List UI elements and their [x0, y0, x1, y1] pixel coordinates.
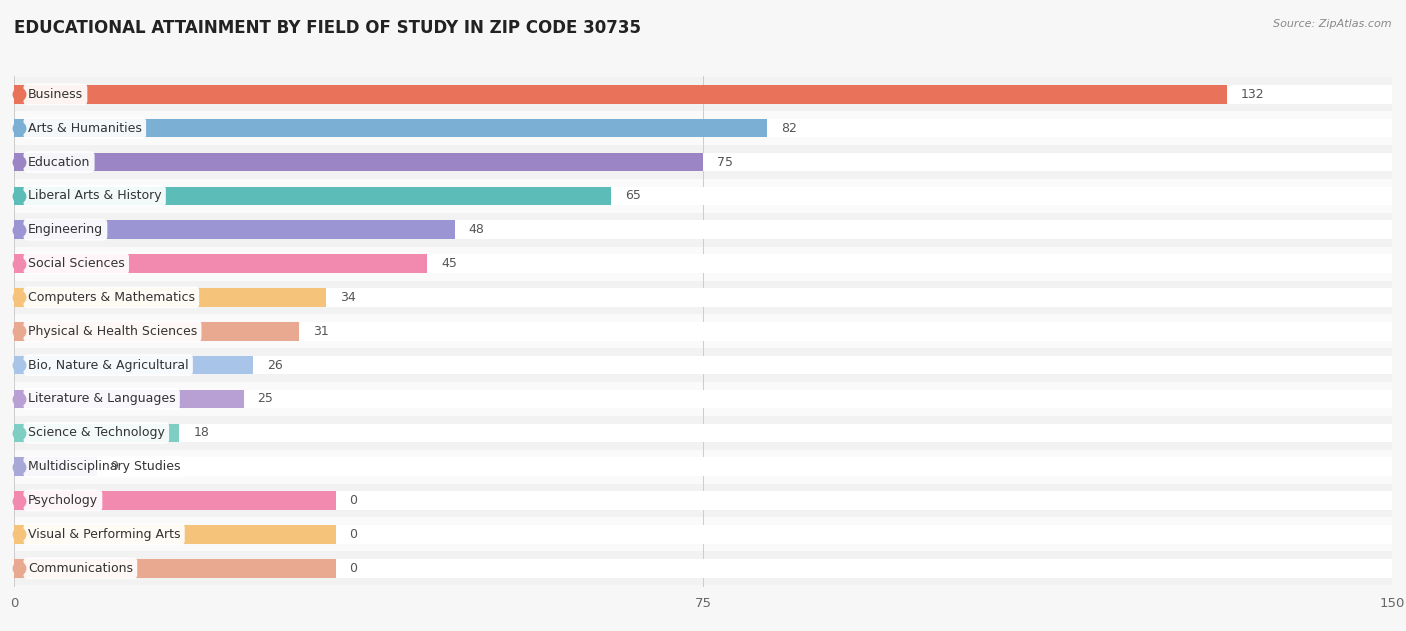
Bar — [14, 288, 326, 307]
Text: 18: 18 — [193, 427, 209, 439]
Bar — [14, 559, 336, 577]
Text: 31: 31 — [312, 325, 329, 338]
Text: Psychology: Psychology — [28, 494, 98, 507]
Text: 48: 48 — [468, 223, 485, 236]
Text: Visual & Performing Arts: Visual & Performing Arts — [28, 528, 180, 541]
Bar — [14, 314, 1392, 348]
Bar — [14, 281, 1392, 314]
Text: 9: 9 — [111, 460, 118, 473]
Text: Bio, Nature & Agricultural: Bio, Nature & Agricultural — [28, 358, 188, 372]
Bar — [14, 179, 1392, 213]
Bar — [14, 153, 1392, 172]
Text: 0: 0 — [349, 528, 357, 541]
Text: Education: Education — [28, 155, 90, 168]
Bar — [14, 457, 97, 476]
Bar — [14, 85, 1392, 103]
Text: Social Sciences: Social Sciences — [28, 257, 125, 270]
Text: Liberal Arts & History: Liberal Arts & History — [28, 189, 162, 203]
Bar — [14, 111, 1392, 145]
Bar — [14, 423, 180, 442]
Text: 132: 132 — [1240, 88, 1264, 101]
Bar — [14, 517, 1392, 551]
Bar — [14, 213, 1392, 247]
Text: Source: ZipAtlas.com: Source: ZipAtlas.com — [1274, 19, 1392, 29]
Bar — [14, 423, 1392, 442]
Bar — [14, 187, 1392, 205]
Text: Communications: Communications — [28, 562, 132, 575]
Bar — [14, 457, 1392, 476]
Text: Multidisciplinary Studies: Multidisciplinary Studies — [28, 460, 180, 473]
Bar — [14, 491, 1392, 510]
Bar — [14, 491, 336, 510]
Bar — [14, 322, 1392, 341]
Text: Business: Business — [28, 88, 83, 101]
Text: Literature & Languages: Literature & Languages — [28, 392, 176, 406]
Bar — [14, 220, 1392, 239]
Bar — [14, 525, 336, 544]
Bar — [14, 288, 1392, 307]
Text: 45: 45 — [441, 257, 457, 270]
Bar — [14, 119, 768, 138]
Bar — [14, 322, 299, 341]
Bar — [14, 348, 1392, 382]
Bar — [14, 356, 253, 374]
Bar — [14, 382, 1392, 416]
Text: 82: 82 — [782, 122, 797, 134]
Text: Arts & Humanities: Arts & Humanities — [28, 122, 142, 134]
Bar — [14, 525, 1392, 544]
Bar — [14, 145, 1392, 179]
Text: Engineering: Engineering — [28, 223, 103, 236]
Bar — [14, 220, 456, 239]
Text: 0: 0 — [349, 494, 357, 507]
Bar — [14, 254, 427, 273]
Text: Science & Technology: Science & Technology — [28, 427, 165, 439]
Bar — [14, 450, 1392, 483]
Text: 65: 65 — [624, 189, 641, 203]
Text: 26: 26 — [267, 358, 283, 372]
Bar — [14, 551, 1392, 585]
Text: Computers & Mathematics: Computers & Mathematics — [28, 291, 195, 304]
Bar — [14, 559, 1392, 577]
Text: 34: 34 — [340, 291, 356, 304]
Text: 0: 0 — [349, 562, 357, 575]
Text: EDUCATIONAL ATTAINMENT BY FIELD OF STUDY IN ZIP CODE 30735: EDUCATIONAL ATTAINMENT BY FIELD OF STUDY… — [14, 19, 641, 37]
Bar — [14, 119, 1392, 138]
Bar — [14, 483, 1392, 517]
Bar — [14, 78, 1392, 111]
Bar — [14, 247, 1392, 281]
Bar — [14, 356, 1392, 374]
Bar — [14, 153, 703, 172]
Bar — [14, 390, 243, 408]
Text: 75: 75 — [717, 155, 733, 168]
Text: 25: 25 — [257, 392, 273, 406]
Bar — [14, 85, 1226, 103]
Bar — [14, 254, 1392, 273]
Bar — [14, 187, 612, 205]
Bar — [14, 416, 1392, 450]
Text: Physical & Health Sciences: Physical & Health Sciences — [28, 325, 197, 338]
Bar — [14, 390, 1392, 408]
